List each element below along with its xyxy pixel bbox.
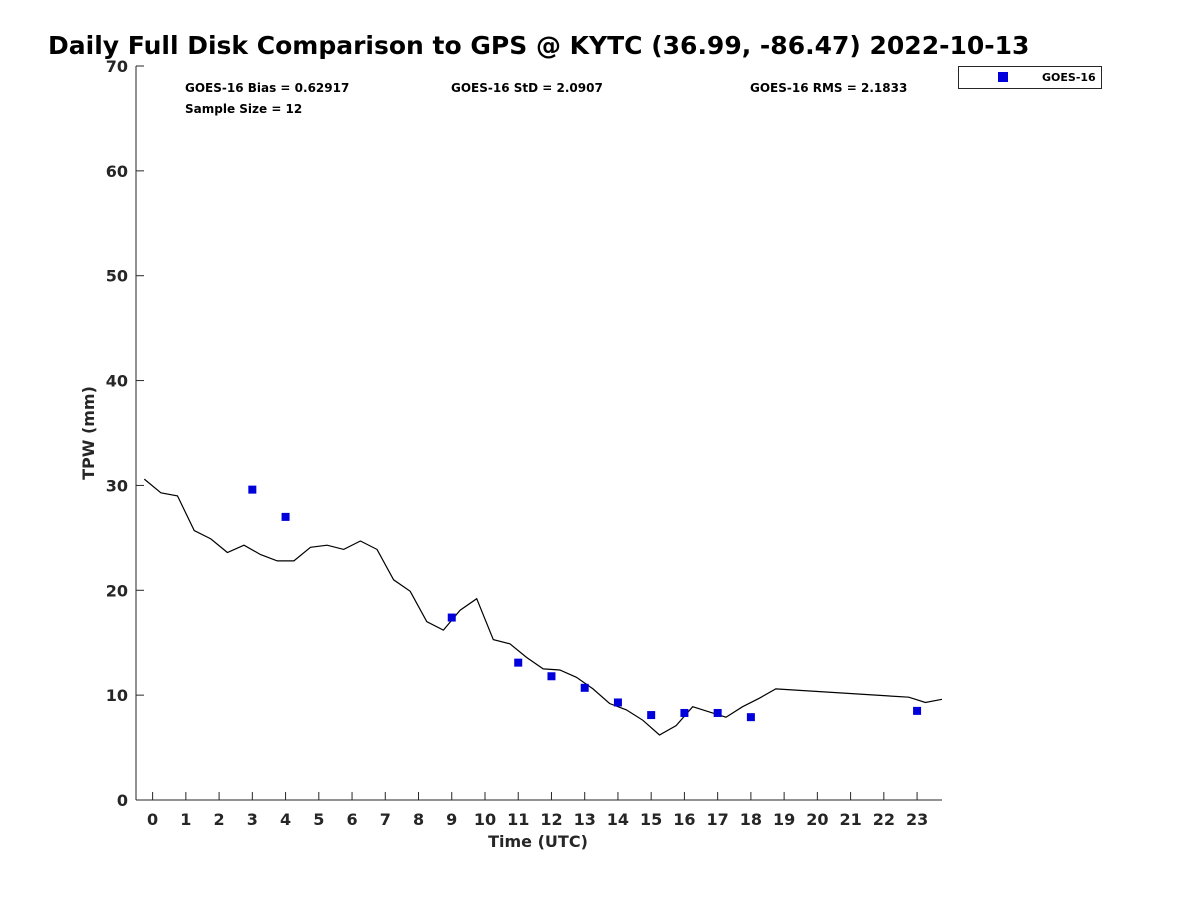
- y-tick-label: 70: [106, 57, 128, 76]
- stat-bias: GOES-16 Bias = 0.62917: [185, 81, 349, 95]
- goes16-point: [613, 698, 622, 707]
- x-tick-label: 15: [640, 810, 662, 829]
- goes16-point: [514, 658, 523, 667]
- gps-tpw-line: [143, 478, 943, 736]
- y-axis-label: TPW (mm): [79, 386, 98, 480]
- x-tick-label: 17: [707, 810, 729, 829]
- x-tick-label: 18: [740, 810, 762, 829]
- x-tick-label: 21: [839, 810, 861, 829]
- x-tick-label: 22: [873, 810, 895, 829]
- goes16-point: [281, 512, 290, 521]
- x-tick-label: 19: [773, 810, 795, 829]
- stat-std: GOES-16 StD = 2.0907: [451, 81, 603, 95]
- goes16-point: [713, 708, 722, 717]
- y-tick-label: 40: [106, 372, 128, 391]
- series-layer: [143, 478, 943, 736]
- x-tick-label: 12: [540, 810, 562, 829]
- goes16-point: [580, 683, 589, 692]
- goes16-point: [248, 485, 257, 494]
- legend-marker-goes16: [998, 72, 1008, 82]
- x-tick-label: 10: [474, 810, 496, 829]
- y-tick-label: 0: [117, 791, 128, 810]
- x-tick-label: 3: [247, 810, 258, 829]
- x-axis-ticks: 0 1 2 3 4 5 6 7 8 9 10 11 12 13 14 15 16 17 18 19 20 21 22 23: [147, 792, 928, 829]
- x-tick-label: 11: [507, 810, 529, 829]
- goes16-point: [680, 708, 689, 717]
- y-tick-label: 60: [106, 162, 128, 181]
- y-tick-label: 50: [106, 267, 128, 286]
- stat-rms: GOES-16 RMS = 2.1833: [750, 81, 907, 95]
- x-tick-label: 0: [147, 810, 158, 829]
- x-tick-label: 4: [280, 810, 291, 829]
- legend-label-goes16: GOES-16: [1042, 71, 1096, 84]
- goes16-point: [547, 672, 556, 681]
- x-axis-label: Time (UTC): [488, 832, 588, 851]
- y-axis-ticks: 0 10 20 30 40 50 60 70: [106, 57, 144, 810]
- x-tick-label: 23: [906, 810, 928, 829]
- legend-box: [958, 66, 1102, 89]
- x-tick-label: 8: [413, 810, 424, 829]
- x-tick-label: 2: [214, 810, 225, 829]
- x-tick-label: 5: [313, 810, 324, 829]
- x-tick-label: 7: [380, 810, 391, 829]
- y-tick-label: 20: [106, 581, 128, 600]
- goes16-point: [447, 613, 456, 622]
- x-tick-label: 14: [607, 810, 629, 829]
- x-tick-label: 6: [346, 810, 357, 829]
- x-tick-label: 13: [574, 810, 596, 829]
- goes16-point: [647, 711, 656, 720]
- y-tick-label: 10: [106, 686, 128, 705]
- goes16-point: [913, 706, 922, 715]
- chart-title: Daily Full Disk Comparison to GPS @ KYTC…: [48, 31, 1029, 60]
- y-tick-label: 30: [106, 476, 128, 495]
- x-tick-label: 20: [806, 810, 828, 829]
- goes16-point: [746, 713, 755, 722]
- x-tick-label: 16: [673, 810, 695, 829]
- x-tick-label: 9: [446, 810, 457, 829]
- x-tick-label: 1: [180, 810, 191, 829]
- stat-sample-size: Sample Size = 12: [185, 102, 302, 116]
- legend: GOES-16: [958, 66, 1102, 89]
